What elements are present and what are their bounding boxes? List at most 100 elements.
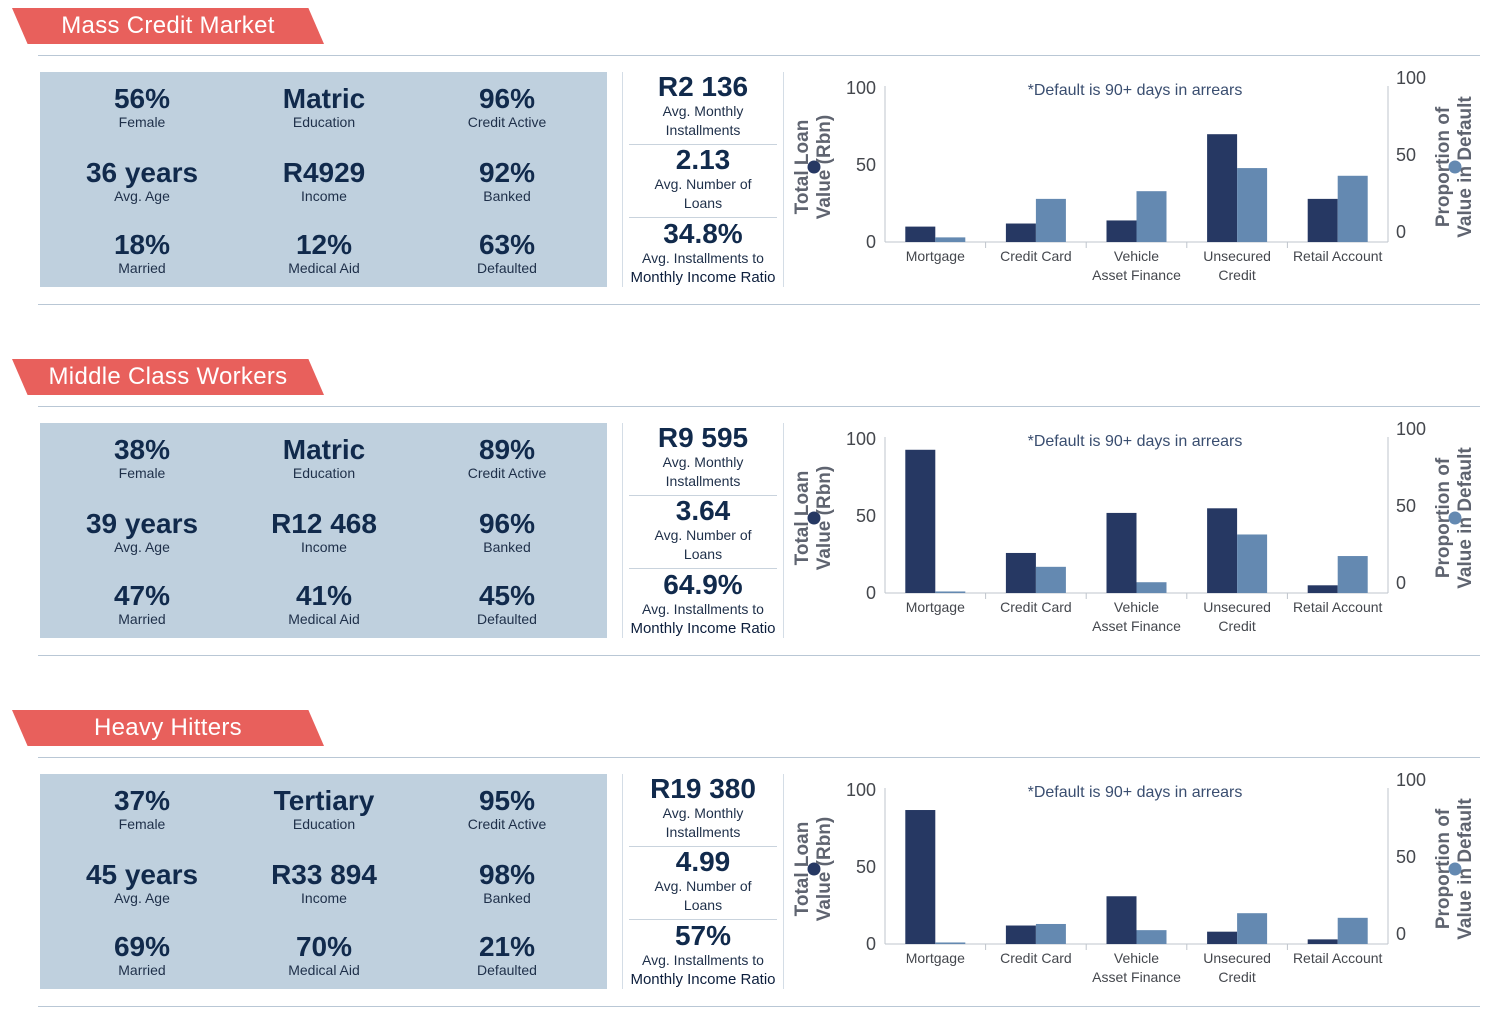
stat-value: 98%	[478, 859, 536, 890]
metric-label-line2: Loans	[683, 897, 723, 913]
loan-chart: 100 100 50 50 0 0 *Default is 90+ days in arre…	[785, 60, 1490, 310]
stat-education: Matric Education	[233, 84, 415, 131]
segment-title: Heavy Hitters	[94, 714, 242, 741]
stat-value: 12%	[295, 229, 353, 260]
bottom-divider	[38, 1006, 1480, 1007]
demographics-panel: 38% Female Matric Education 89% Credit Active…	[40, 423, 607, 638]
right-tick-label: 100	[1396, 770, 1426, 790]
metric-label: Avg. Installments to Monthly Income Ratio	[629, 951, 777, 989]
x-category-label: Credit Card	[1000, 248, 1072, 264]
metric-label-line2: Installments	[665, 824, 741, 840]
bottom-divider	[38, 655, 1480, 656]
x-category-label: Mortgage	[906, 248, 965, 264]
metric-block: 34.8% Avg. Installments to Monthly Income …	[629, 219, 777, 287]
x-category-label: Asset Finance	[1092, 618, 1181, 634]
stat-label: Medical Aid	[288, 611, 360, 627]
installment-metrics-panel: R19 380 Avg. Monthly Installments 4.99 Avg. …	[622, 774, 784, 989]
left-axis-title: Total Loan Value (Rbn)	[792, 423, 835, 613]
loan-chart: 100 100 50 50 0 0 *Default is 90+ days in arre…	[785, 411, 1490, 661]
x-category-label: Vehicle	[1114, 599, 1159, 615]
bar-total-loan	[1106, 896, 1137, 944]
x-category-label: Asset Finance	[1092, 969, 1181, 985]
stat-label: Education	[292, 816, 356, 832]
metric-label: Avg. Installments to Monthly Income Ratio	[629, 600, 777, 638]
metric-label-line1: Avg. Monthly	[662, 454, 744, 470]
stat-medical-aid: 70% Medical Aid	[233, 932, 415, 979]
bar-default-proportion	[935, 591, 966, 593]
x-category-label: Credit	[1218, 969, 1255, 985]
right-tick-label: 50	[1396, 847, 1416, 867]
stat-value: 45 years	[85, 859, 199, 890]
total-loan-legend-dot	[807, 862, 821, 876]
chart-footnote: *Default is 90+ days in arrears	[1028, 82, 1243, 99]
bar-default-proportion	[935, 942, 966, 944]
bar-default-proportion	[1237, 534, 1268, 593]
metric-divider	[629, 217, 777, 218]
x-category-label: Retail Account	[1293, 248, 1383, 264]
x-category-label: Credit Card	[1000, 599, 1072, 615]
bottom-divider	[38, 304, 1480, 305]
stat-value: 63%	[478, 229, 536, 260]
metric-value: R9 595	[657, 422, 749, 453]
metric-block: R19 380 Avg. Monthly Installments	[629, 774, 777, 842]
stat-label: Medical Aid	[288, 260, 360, 276]
metric-label: Avg. Number of Loans	[629, 526, 777, 564]
x-category-label: Vehicle	[1114, 248, 1159, 264]
x-category-label: Retail Account	[1293, 950, 1383, 966]
stat-label: Female	[118, 465, 166, 481]
metric-block: 3.64 Avg. Number of Loans	[629, 496, 777, 564]
right-tick-label: 50	[1396, 145, 1416, 165]
stat-value: 96%	[478, 83, 536, 114]
stat-value: 92%	[478, 157, 536, 188]
chart-footnote: *Default is 90+ days in arrears	[1028, 433, 1243, 450]
left-tick-label: 0	[866, 934, 876, 954]
bar-total-loan	[1106, 512, 1137, 593]
stat-banked: 96% Banked	[416, 509, 598, 556]
total-loan-legend-dot	[807, 160, 821, 174]
bar-total-loan	[1307, 939, 1338, 944]
stat-education: Tertiary Education	[233, 786, 415, 833]
bar-default-proportion	[1136, 191, 1167, 242]
metric-block: 64.9% Avg. Installments to Monthly Income …	[629, 570, 777, 638]
bar-total-loan	[905, 226, 936, 242]
stat-label: Married	[118, 962, 166, 978]
default-legend-dot	[1448, 862, 1462, 876]
stat-label: Banked	[483, 188, 531, 204]
metric-value: 4.99	[675, 846, 731, 877]
metric-block: 57% Avg. Installments to Monthly Income Ra…	[629, 921, 777, 989]
metric-label-line1: Avg. Installments to	[642, 250, 764, 266]
bar-default-proportion	[1337, 917, 1368, 944]
metric-label-line2: Installments	[665, 122, 741, 138]
default-legend-dot	[1448, 511, 1462, 525]
stat-married: 47% Married	[51, 581, 233, 628]
stat-defaulted: 21% Defaulted	[416, 932, 598, 979]
stat-label: Avg. Age	[114, 188, 170, 204]
right-axis-title: Proportion of Value in Default	[1433, 774, 1476, 964]
stat-label: Female	[118, 114, 166, 130]
stat-value: 56%	[113, 83, 171, 114]
installment-metrics-panel: R9 595 Avg. Monthly Installments 3.64 Avg. N…	[622, 423, 784, 638]
bar-default-proportion	[1337, 175, 1368, 242]
stat-label: Married	[118, 260, 166, 276]
metric-label-line1: Avg. Number of	[654, 176, 752, 192]
left-axis-title: Total Loan Value (Rbn)	[792, 774, 835, 964]
metric-value: R19 380	[650, 773, 756, 804]
default-legend-dot	[1448, 160, 1462, 174]
loan-chart: 100 100 50 50 0 0 *Default is 90+ days in arre…	[785, 762, 1490, 1012]
metric-label-line1: Avg. Installments to	[642, 952, 764, 968]
stat-value: 69%	[113, 931, 171, 962]
metric-label-line1: Avg. Monthly	[662, 103, 744, 119]
bar-default-proportion	[1136, 930, 1167, 944]
stat-label: Female	[118, 816, 166, 832]
stat-label: Education	[292, 114, 356, 130]
stat-label: Married	[118, 611, 166, 627]
total-loan-legend-dot	[807, 511, 821, 525]
metric-value: 64.9%	[663, 569, 743, 600]
x-category-label: Credit	[1218, 267, 1255, 283]
metric-label: Avg. Monthly Installments	[629, 102, 777, 140]
stat-medical-aid: 12% Medical Aid	[233, 230, 415, 277]
metric-divider	[629, 495, 777, 496]
bar-chart-svg: 100 100 50 50 0 0 *Default is 90+ days in arre…	[846, 770, 1426, 985]
stat-defaulted: 45% Defaulted	[416, 581, 598, 628]
bar-total-loan	[1207, 134, 1238, 242]
